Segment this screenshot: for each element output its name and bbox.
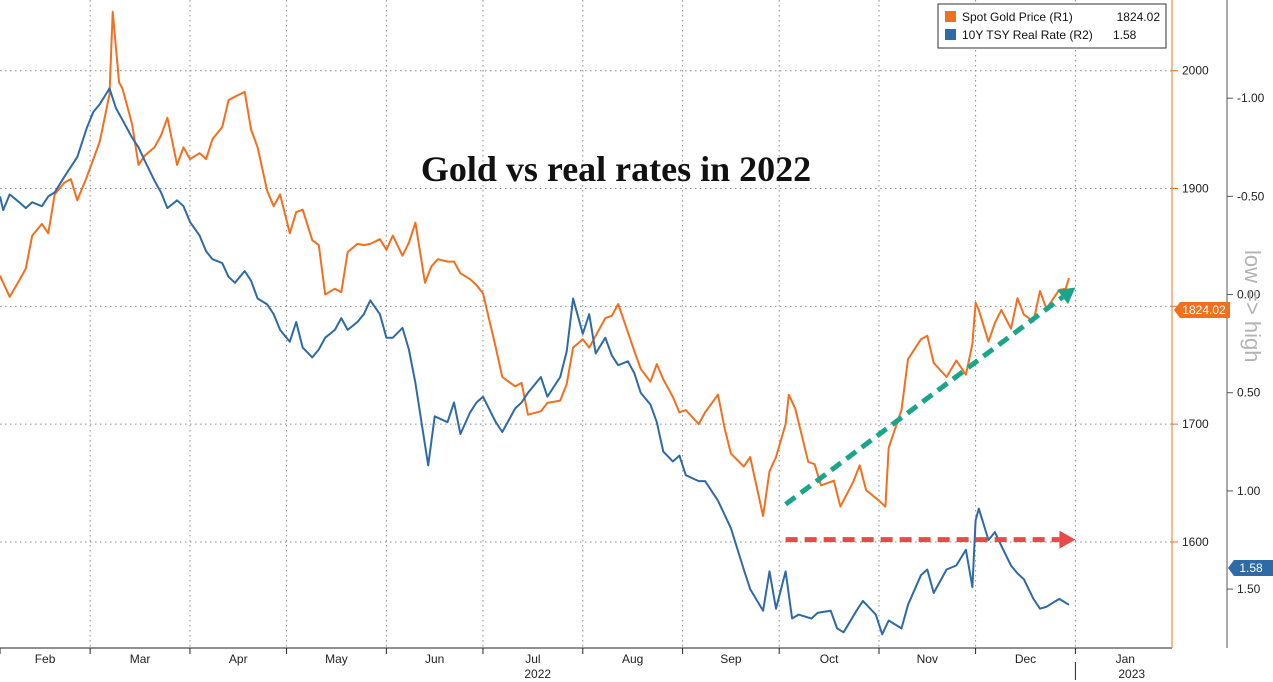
x-tick-label: Dec <box>1015 652 1036 666</box>
x-tick-label: Oct <box>820 652 839 666</box>
r2-tick-label: 0.50 <box>1237 386 1261 400</box>
series-line-gold <box>0 10 1070 517</box>
r1-tick-label: 2000 <box>1182 64 1209 78</box>
x-tick-label: May <box>325 652 348 666</box>
legend-swatch-gold <box>945 11 956 22</box>
r2-tick-label: -1.00 <box>1237 91 1265 105</box>
badge-label-real-rate: 1.58 <box>1239 561 1263 575</box>
r2-tick-label: 1.00 <box>1237 484 1261 498</box>
x-tick-label: Apr <box>229 652 248 666</box>
last-value-badge-real-rate: 1.58 <box>1228 560 1273 576</box>
x-tick-label: Feb <box>35 652 56 666</box>
x-tick-label: Aug <box>622 652 643 666</box>
r1-tick-label: 1600 <box>1182 535 1209 549</box>
x-tick-label: Jan <box>1116 652 1135 666</box>
trend-arrow-green <box>784 295 1065 507</box>
x-tick-label: Sep <box>720 652 742 666</box>
series-line-real-rate <box>0 87 1070 636</box>
r2-tick-label: 0.00 <box>1237 288 1261 302</box>
badge-label-gold: 1824.02 <box>1182 303 1226 317</box>
r2-tick-label: 1.50 <box>1237 582 1261 596</box>
x-tick-label: Jun <box>425 652 444 666</box>
x-tick-label: Nov <box>917 652 938 666</box>
r1-tick-label: 1700 <box>1182 417 1209 431</box>
legend: Spot Gold Price (R1) 1824.02 10Y TSY Rea… <box>937 3 1167 49</box>
r2-tick-label: -0.50 <box>1237 189 1265 203</box>
year-label: 2023 <box>1118 667 1145 681</box>
year-label: 2022 <box>524 667 551 681</box>
trend-arrows <box>784 287 1076 549</box>
legend-swatch-real-rate <box>945 29 956 40</box>
x-tick-label: Mar <box>130 652 151 666</box>
legend-value-real-rate: 1.58 <box>1113 28 1137 42</box>
r2-axis-label: low => high <box>1240 250 1265 363</box>
trend-arrow-red-head <box>1059 530 1076 549</box>
legend-label-real-rate: 10Y TSY Real Rate (R2) <box>962 28 1093 42</box>
series-lines <box>0 10 1070 636</box>
legend-label-gold: Spot Gold Price (R1) <box>962 10 1073 24</box>
x-tick-label: Jul <box>525 652 540 666</box>
r1-tick-label: 1900 <box>1182 182 1209 196</box>
legend-value-gold: 1824.02 <box>1117 10 1161 24</box>
trend-arrow-green-head <box>1057 287 1076 305</box>
last-value-badge-gold: 1824.02 <box>1174 302 1230 318</box>
chart-title: Gold vs real rates in 2022 <box>421 149 811 189</box>
